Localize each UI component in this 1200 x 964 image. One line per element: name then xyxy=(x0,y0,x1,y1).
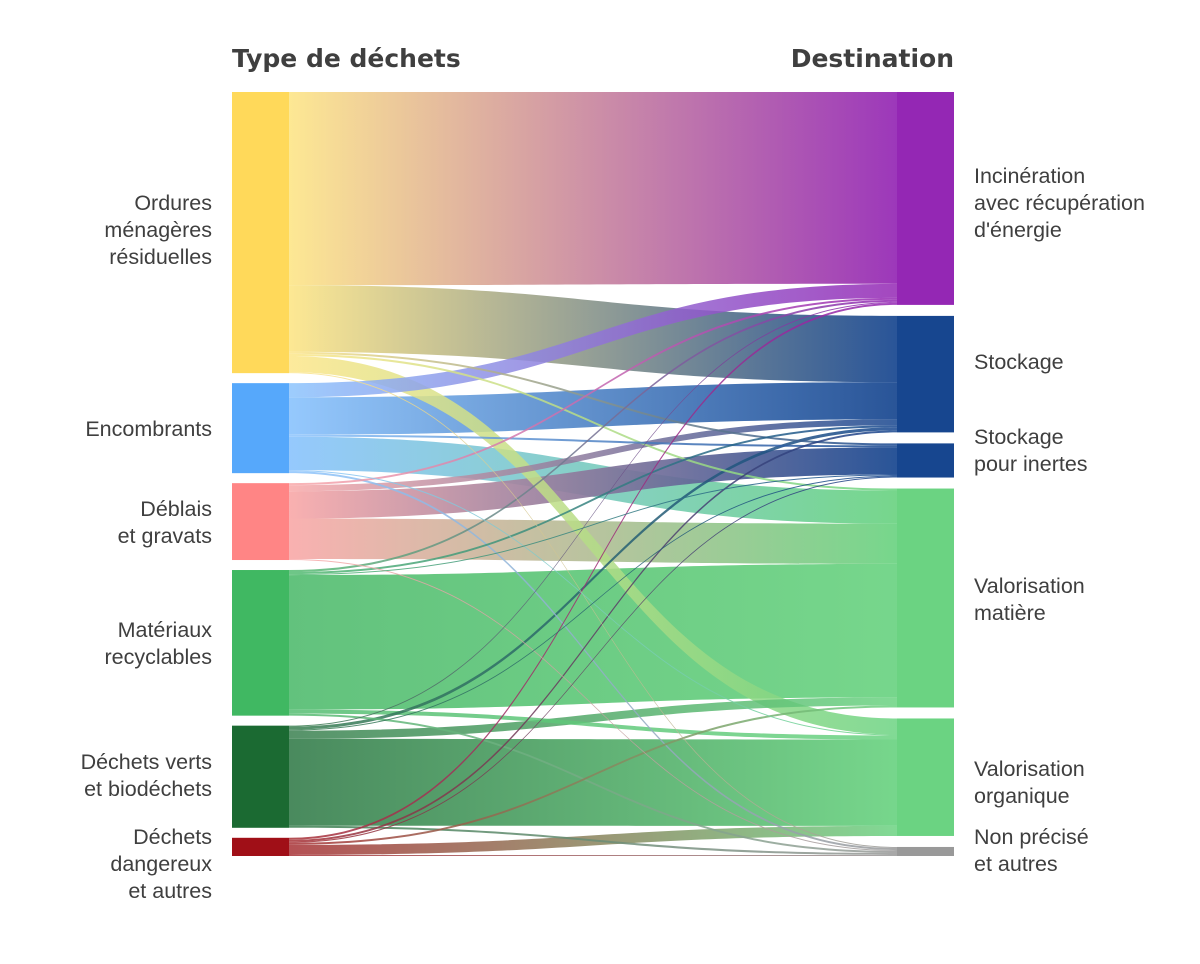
source-label-enc: Encombrants xyxy=(85,417,212,441)
sankey-nodes xyxy=(232,92,954,856)
source-label-omr: Ordures ménagères résiduelles xyxy=(104,191,212,269)
target-node-inc xyxy=(897,92,954,305)
flow-mat-to-nps xyxy=(289,713,897,853)
source-label-mat: Matériaux recyclables xyxy=(104,618,212,669)
flow-enc-to-ine xyxy=(289,434,897,448)
source-node-dan xyxy=(232,837,289,856)
target-label-val: Valorisation matière xyxy=(974,574,1085,625)
source-label-deb: Déblais et gravats xyxy=(117,497,212,548)
target-node-org xyxy=(897,718,954,836)
flow-dan-to-ine xyxy=(289,476,897,843)
flow-mat-to-sto xyxy=(289,425,897,575)
flow-mat-to-ine xyxy=(289,474,897,576)
source-node-mat xyxy=(232,570,289,716)
flow-dan-to-nps xyxy=(289,854,897,856)
flow-deb-to-ine xyxy=(289,447,897,519)
flow-ver-to-ine xyxy=(289,475,897,731)
source-node-ver xyxy=(232,725,289,828)
flow-deb-to-inc xyxy=(289,297,897,486)
source-node-enc xyxy=(232,383,289,474)
sankey-links xyxy=(289,92,897,856)
flow-deb-to-sto xyxy=(289,419,897,492)
flow-enc-to-inc xyxy=(289,283,897,398)
target-node-ine xyxy=(897,443,954,478)
flow-omr-to-org xyxy=(289,355,897,735)
flow-mat-to-org xyxy=(289,709,897,740)
flow-omr-to-ine xyxy=(289,351,897,446)
flow-ver-to-inc xyxy=(289,301,897,727)
source-node-omr xyxy=(232,92,289,374)
source-label-ver: Déchets verts et biodéchets xyxy=(80,750,212,801)
flow-omr-to-inc xyxy=(289,92,897,286)
source-column-header: Type de déchets xyxy=(232,44,461,73)
flow-enc-to-sto xyxy=(289,382,897,435)
flow-ver-to-sto xyxy=(289,427,897,730)
target-node-val xyxy=(897,488,954,708)
flow-ver-to-nps xyxy=(289,825,897,855)
flow-dan-to-sto xyxy=(289,430,897,842)
flow-omr-to-val xyxy=(289,353,897,491)
flow-enc-to-nps xyxy=(289,471,897,850)
target-label-sto: Stockage xyxy=(974,350,1064,374)
target-node-nps xyxy=(897,846,954,856)
target-label-ine: Stockage pour inertes xyxy=(974,425,1088,476)
flow-mat-to-inc xyxy=(289,299,897,573)
flow-omr-to-nps xyxy=(289,372,897,848)
flow-dan-to-val xyxy=(289,705,897,845)
source-node-deb xyxy=(232,483,289,561)
flow-deb-to-nps xyxy=(289,559,897,851)
target-label-org: Valorisation organique xyxy=(974,757,1085,808)
destination-column-header: Destination xyxy=(790,44,954,73)
flow-dan-to-inc xyxy=(289,302,897,840)
target-label-nps: Non précisé et autres xyxy=(974,825,1089,876)
target-label-inc: Incinération avec récupération d'énergie xyxy=(974,164,1145,242)
target-node-sto xyxy=(897,315,954,433)
source-label-dan: Déchets dangereux et autres xyxy=(110,825,212,903)
